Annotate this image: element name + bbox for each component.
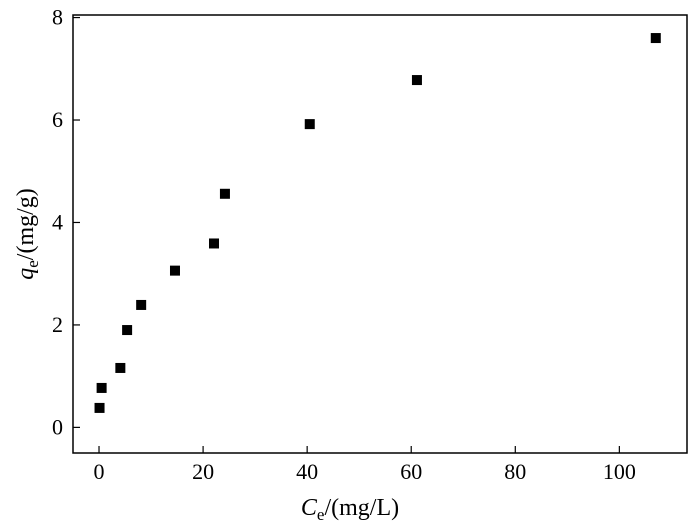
x-tick-label: 80 (504, 459, 526, 484)
plot-frame (72, 14, 688, 454)
data-point (169, 265, 180, 276)
y-tick-label: 4 (52, 209, 63, 234)
x-tick-label: 60 (400, 459, 422, 484)
y-axis-title-unit: /(mg/g) (13, 188, 39, 260)
y-tick-label: 8 (52, 5, 63, 30)
x-tick-label: 100 (603, 459, 636, 484)
x-axis-title-unit: /(mg/L) (324, 495, 399, 521)
y-tick-label: 0 (52, 414, 63, 439)
data-point (219, 188, 230, 199)
data-point (115, 362, 126, 373)
data-point (136, 299, 147, 310)
x-axis-title: Ce/(mg/L) (301, 495, 399, 524)
y-axis-ticks: 0 2 4 6 8 (52, 5, 80, 439)
data-point (411, 75, 422, 86)
data-point (122, 325, 133, 336)
y-axis-title: qe/(mg/g) (13, 188, 42, 280)
data-point (209, 238, 220, 249)
y-tick-label: 2 (52, 312, 63, 337)
y-axis-title-var: q (13, 268, 39, 280)
data-point (94, 402, 105, 413)
data-points (94, 33, 661, 413)
y-axis-title-sub: e (23, 260, 42, 268)
data-point (96, 382, 107, 393)
x-axis-ticks: 0 20 40 60 80 100 (94, 446, 636, 484)
y-tick-label: 6 (52, 107, 63, 132)
x-axis-title-sub: e (317, 505, 325, 524)
x-tick-label: 40 (296, 459, 318, 484)
x-tick-label: 20 (192, 459, 214, 484)
data-point (650, 33, 661, 44)
x-axis-title-var: C (301, 495, 318, 521)
data-point (304, 119, 315, 130)
x-tick-label: 0 (94, 459, 105, 484)
